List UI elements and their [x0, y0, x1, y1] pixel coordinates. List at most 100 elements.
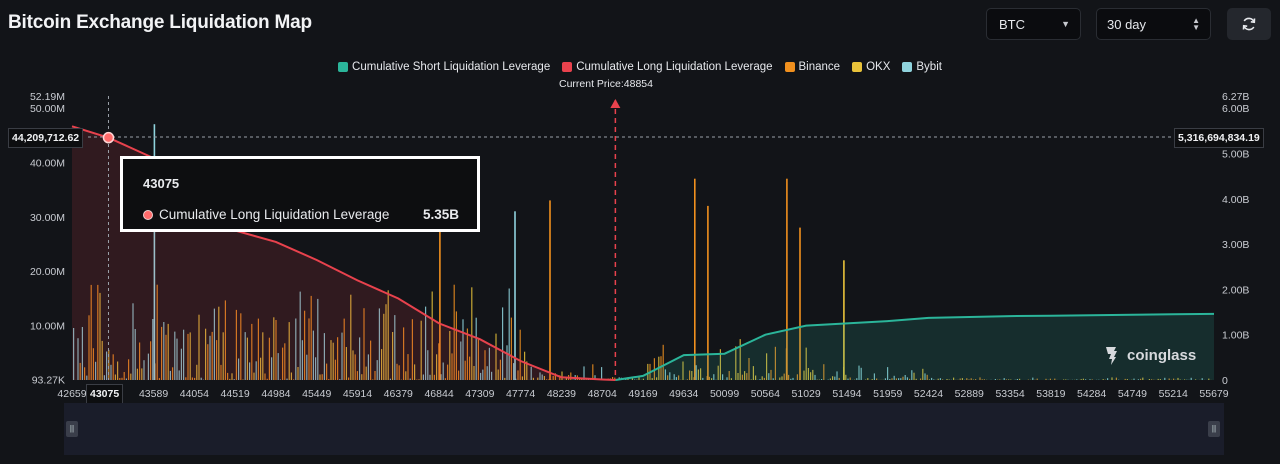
exchange-bar [651, 378, 653, 380]
exchange-bar [123, 372, 125, 380]
exchange-bar [612, 377, 614, 380]
exchange-bar [235, 309, 237, 380]
exchange-bar [1032, 377, 1034, 380]
exchange-bar [284, 343, 286, 380]
exchange-bar [130, 373, 132, 380]
exchange-bar [898, 378, 900, 380]
exchange-bar [902, 376, 904, 380]
exchange-bar [222, 332, 224, 380]
exchange-bar [77, 338, 79, 380]
exchange-bar [906, 377, 908, 380]
exchange-bar [486, 366, 488, 380]
exchange-bar [315, 357, 317, 380]
exchange-bar [455, 311, 457, 380]
exchange-bar [675, 377, 677, 380]
exchange-bar [920, 378, 922, 380]
legend-item[interactable]: Cumulative Long Liquidation Leverage [562, 61, 773, 73]
exchange-bar [132, 303, 134, 380]
exchange-bar [746, 373, 748, 380]
exchange-bar [317, 298, 319, 380]
exchange-bar [506, 345, 508, 380]
exchange-bar [475, 317, 477, 380]
exchange-bar-peak [843, 260, 845, 380]
exchange-bar [856, 378, 858, 380]
range-slider-left-handle[interactable]: || [66, 421, 78, 437]
exchange-bar [216, 340, 218, 380]
x-tick-label: 55679 [1199, 388, 1228, 400]
exchange-bar [858, 365, 860, 380]
x-tick-label: 48704 [588, 388, 617, 400]
legend-item[interactable]: Binance [784, 61, 840, 73]
exchange-bar [730, 378, 732, 380]
exchange-bar [678, 375, 680, 380]
x-tick-label: 51494 [832, 388, 861, 400]
exchange-bar [458, 370, 460, 380]
y-left-tick-label: 30.00M [30, 212, 65, 224]
x-tick-label: 44054 [180, 388, 209, 400]
exchange-bar [491, 371, 493, 380]
legend-item[interactable]: Bybit [902, 61, 942, 73]
exchange-bar [948, 379, 950, 380]
legend-swatch [562, 62, 573, 72]
range-slider-right-handle[interactable]: || [1208, 421, 1220, 437]
crosshair-point [102, 131, 115, 144]
legend-item[interactable]: OKX [852, 61, 890, 73]
exchange-bar [543, 376, 545, 380]
exchange-bar [682, 361, 684, 380]
exchange-bar [273, 317, 275, 380]
short-cumulative-line [615, 312, 1215, 381]
period-select[interactable]: 30 day ▲ ▼ [1096, 8, 1211, 40]
exchange-bar [513, 363, 515, 380]
exchange-bar [1049, 378, 1051, 380]
exchange-bar [156, 284, 158, 380]
exchange-bar [1111, 377, 1113, 380]
symbol-select[interactable]: BTC ▼ [986, 8, 1081, 40]
exchange-bar [112, 354, 114, 380]
exchange-bar [218, 306, 220, 380]
exchange-bar [488, 347, 490, 380]
exchange-bar [667, 375, 669, 380]
legend-item[interactable]: Cumulative Short Liquidation Leverage [338, 61, 550, 73]
exchange-bar [1076, 379, 1078, 380]
exchange-bar [117, 361, 119, 380]
tooltip-series-row: Cumulative Long Liquidation Leverage [143, 207, 389, 222]
crosshair-left-value: 44,209,712.62 [8, 128, 84, 148]
exchange-bar [416, 379, 418, 380]
range-slider-track[interactable] [64, 403, 1224, 455]
exchange-bar [143, 360, 145, 380]
exchange-bar [834, 376, 836, 380]
short-cumulative-area [615, 313, 1214, 380]
page-title: Bitcoin Exchange Liquidation Map [8, 12, 312, 33]
current-price-label: Current Price:48854 [559, 78, 653, 90]
exchange-bar [205, 328, 207, 380]
exchange-bar [689, 370, 691, 380]
exchange-bar [345, 347, 347, 380]
exchange-bar [356, 371, 358, 380]
exchange-bar [521, 376, 523, 380]
exchange-bar [262, 332, 264, 380]
exchange-bar [671, 379, 673, 380]
exchange-bar [530, 366, 532, 380]
exchange-bar [79, 362, 81, 380]
exchange-bar [829, 378, 831, 380]
exchange-bar [220, 364, 222, 380]
exchange-bar [981, 379, 983, 380]
exchange-bar [994, 379, 996, 380]
exchange-bar [711, 378, 713, 380]
exchange-bar [440, 374, 442, 380]
y-left-tick-label: 20.00M [30, 266, 65, 278]
exchange-bar [673, 374, 675, 380]
exchange-bar [708, 376, 710, 380]
exchange-bar [233, 379, 235, 380]
exchange-bar [295, 318, 297, 380]
exchange-bar [510, 317, 512, 380]
y-right-tick-label: 6.00B [1222, 103, 1249, 115]
up-down-icon: ▲ ▼ [1192, 16, 1200, 32]
exchange-bar [330, 340, 332, 380]
exchange-bar [306, 354, 308, 380]
exchange-bar [88, 315, 90, 380]
refresh-button[interactable] [1227, 8, 1271, 40]
exchange-bar [814, 374, 816, 380]
exchange-bar [752, 366, 754, 380]
